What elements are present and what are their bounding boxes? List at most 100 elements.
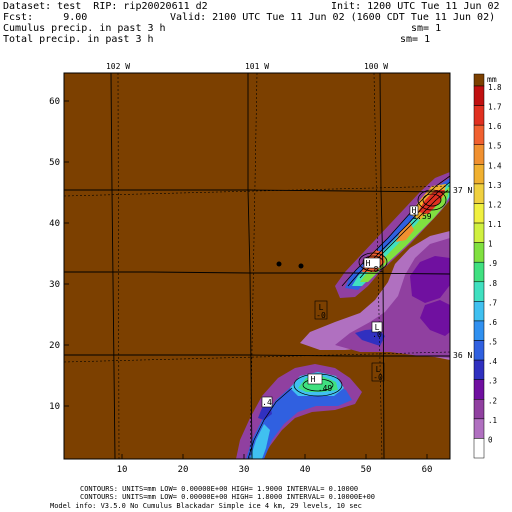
colorbar-label: .1 [488, 416, 497, 425]
colorbar-label: 1.2 [488, 200, 502, 209]
y-tick-label: 10 [49, 402, 60, 412]
colorbar-swatch [473, 124, 485, 145]
longitude-label: 101 W [245, 62, 269, 71]
colorbar-swatch [473, 203, 485, 224]
svg-text:.0: .0 [372, 330, 382, 339]
tick-marks [64, 100, 428, 459]
x-tick-label: 20 [178, 465, 189, 475]
state-boundaries [64, 73, 450, 459]
colorbar-label: .2 [488, 396, 497, 405]
precip-area [420, 300, 450, 336]
y-tick-label: 40 [49, 219, 60, 229]
colorbar-swatch [473, 399, 485, 420]
station-marker [298, 263, 304, 269]
colorbar-label: 1.3 [488, 181, 502, 190]
colorbar-label: 1.6 [488, 122, 502, 131]
colorbar-swatch [473, 261, 485, 283]
y-tick-label: 60 [49, 97, 60, 107]
colorbar-swatch [473, 85, 485, 106]
field1-title: Cumulus precip. in past 3 h [3, 23, 166, 34]
y-axis: 10 20 30 40 50 60 [49, 97, 60, 412]
latitude-label: 37 N [453, 186, 472, 195]
colorbar-top-swatch [473, 73, 485, 87]
colorbar-label: .4 [488, 357, 498, 366]
svg-text:-0: -0 [373, 373, 383, 382]
colorbar-label: .5 [488, 338, 497, 347]
colorbar-label: .3 [488, 377, 497, 386]
colorbar-label: .9 [488, 259, 497, 268]
colorbar-label: 0 [488, 435, 493, 444]
field1-smoothing: sm= 1 [411, 23, 442, 34]
x-tick-label: 30 [239, 465, 250, 475]
colorbar-label: 1.1 [488, 220, 502, 229]
colorbar-swatch [473, 340, 485, 361]
svg-text:1.59: 1.59 [412, 212, 431, 221]
colorbar-swatch [473, 281, 485, 302]
x-tick-label: 10 [117, 465, 128, 475]
high-marker: H 1.59 [409, 205, 432, 221]
svg-text:H: H [412, 206, 417, 215]
contour-info-1: CONTOURS: UNITS=mm LOW= 0.00000E+00 HIGH… [80, 485, 358, 493]
svg-text:.81: .81 [369, 265, 384, 274]
colorbar-swatch [473, 301, 485, 322]
high-marker: H .81 [363, 257, 384, 274]
plot-frame [63, 72, 451, 460]
field2-title: Total precip. in past 3 h [3, 34, 154, 45]
x-tick-label: 50 [361, 465, 372, 475]
low-marker: L -0 [371, 362, 385, 382]
colorbar-label: 1.8 [488, 83, 502, 92]
latitude-label: 36 N [453, 351, 472, 360]
colorbar-swatch [473, 438, 485, 459]
colorbar-label: 1.4 [488, 161, 502, 170]
colorbar-label: .7 [488, 298, 497, 307]
svg-text:.49: .49 [318, 384, 333, 393]
plot-background [64, 73, 450, 459]
precip-area [250, 424, 270, 459]
x-tick-label: 60 [422, 465, 433, 475]
colorbar-swatch [473, 183, 485, 204]
low-marker: .4 [261, 396, 273, 408]
contour-info-2: CONTOURS: UNITS=mm LOW= 0.00000E+00 HIGH… [80, 493, 375, 501]
precip-area [258, 404, 272, 420]
colorbar-swatch [473, 359, 485, 380]
station-marker [276, 261, 282, 267]
svg-text:L: L [375, 323, 380, 332]
colorbar-swatch [473, 222, 485, 243]
svg-text:H: H [366, 259, 371, 268]
svg-text:L: L [376, 365, 381, 374]
longitude-label: 102 W [106, 62, 130, 71]
colorbar-unit: mm [487, 75, 497, 84]
y-tick-label: 30 [49, 280, 60, 290]
init-time-label: Init: 1200 UTC Tue 11 Jun 02 [331, 1, 500, 12]
colorbar-swatch [473, 320, 485, 341]
svg-text:.4: .4 [262, 398, 272, 407]
precip-area [246, 380, 352, 459]
colorbar-swatch [473, 144, 485, 165]
colorbar-swatch [473, 105, 485, 126]
colorbar-label: 1 [488, 240, 493, 249]
colorbar-swatch [473, 379, 485, 400]
precip-area [410, 256, 450, 303]
y-tick-label: 50 [49, 158, 60, 168]
colorbar-label: 1.7 [488, 103, 502, 112]
low-marker: L .0 [371, 321, 383, 339]
dataset-label: Dataset: test RIP: rip20020611 d2 [3, 1, 208, 12]
longitude-label: 100 W [364, 62, 388, 71]
colorbar: mm 1.8 1.7 1.6 1.5 1.4 1.3 1.2 1.1 1 .9 .8 .7 .6 .5 .4… [473, 73, 502, 459]
x-axis: 10 20 30 40 50 60 [117, 465, 433, 475]
low-marker: L -0 [314, 300, 328, 320]
svg-text:L: L [319, 303, 324, 312]
high-marker: H .49 [307, 373, 333, 393]
valid-time-label: Valid: 2100 UTC Tue 11 Jun 02 (1600 CDT … [170, 12, 496, 23]
colorbar-swatch [473, 242, 485, 263]
svg-text:H: H [311, 375, 316, 384]
colorbar-label: 1.5 [488, 142, 502, 151]
colorbar-swatch [473, 418, 485, 439]
svg-text:-0: -0 [316, 311, 326, 320]
x-tick-label: 40 [300, 465, 311, 475]
model-info: Model info: V3.5.0 No Cumulus Blackadar … [50, 502, 362, 510]
lat-lon-grid [64, 73, 450, 459]
colorbar-swatch [473, 164, 485, 185]
colorbar-label: .8 [488, 279, 498, 288]
